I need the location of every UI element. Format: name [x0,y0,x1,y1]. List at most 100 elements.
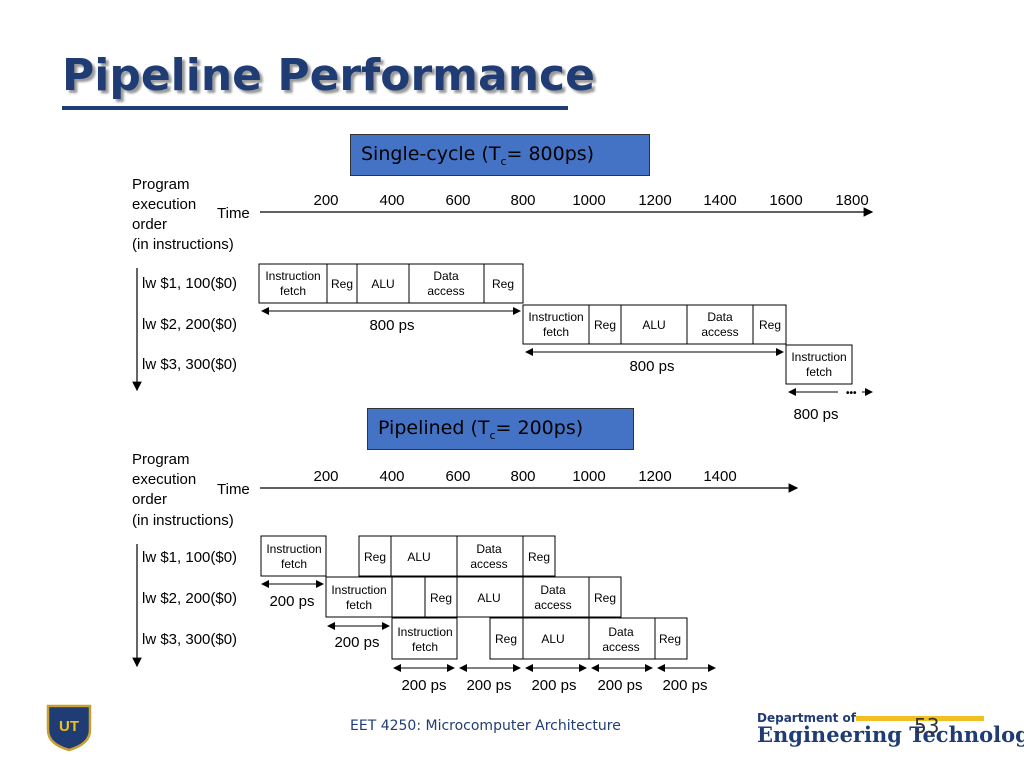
pipe-dur-4: 200 ps [466,677,511,694]
s1-if-line1: Instruction [265,269,320,283]
pipe-dur-2: 200 ps [334,634,379,651]
single-tick-800: 800 [510,192,535,209]
s1-alu: ALU [371,277,394,291]
pipelined-label-sub: c [489,428,496,442]
p3-alu: ALU [541,632,564,646]
single-dur-2: 800 ps [629,358,674,375]
p1-da-line2: access [470,557,507,571]
p2-da-line1: Data [540,583,566,597]
pipelined-label-end: = 200ps) [495,417,584,439]
single-tick-1600: 1600 [769,192,802,209]
single-row-2: Instruction fetch Reg ALU Data access Re… [522,304,787,345]
single-dur-1: 800 ps [369,317,414,334]
pipe-order-line-4: (in instructions) [132,512,234,529]
p3-reg1: Reg [495,632,517,646]
single-label-end: = 800ps) [506,143,595,165]
single-instr-3: lw $3, 300($0) [142,356,237,373]
pipe-tick-200: 200 [313,468,338,485]
p2-alu: ALU [477,591,500,605]
pipe-dur-6: 200 ps [597,677,642,694]
s3-if-line2: fetch [806,365,832,379]
s2-if-line2: fetch [543,325,569,339]
pipe-tick-400: 400 [379,468,404,485]
pipe-instr-1: lw $1, 100($0) [142,549,237,566]
s2-da-line2: access [701,325,738,339]
department-big: Engineering Technology [757,722,1024,747]
title-underline [62,106,568,110]
pipe-instr-3: lw $3, 300($0) [142,631,237,648]
p1-if-line1: Instruction [266,542,321,556]
pipe-row-2: Instruction fetch Reg ALU Data access Re… [325,576,622,618]
single-row-3: Instruction fetch [785,344,853,385]
pipe-dur-5: 200 ps [531,677,576,694]
single-order-line-4: (in instructions) [132,236,234,253]
p2-reg1: Reg [430,591,452,605]
s2-da-line1: Data [707,310,733,324]
p1-reg2: Reg [528,550,550,564]
p3-da-line2: access [602,640,639,654]
pipe-dur-7: 200 ps [662,677,707,694]
single-tick-400: 400 [379,192,404,209]
page-number: 53 [914,714,940,738]
s2-reg2: Reg [759,318,781,332]
pipe-dur-3: 200 ps [401,677,446,694]
single-tick-200: 200 [313,192,338,209]
s1-if-line2: fetch [280,284,306,298]
s3-if-line1: Instruction [791,350,846,364]
pipe-tick-600: 600 [445,468,470,485]
ut-logo-text: UT [59,718,79,735]
s1-da-line1: Data [433,269,459,283]
p1-alu: ALU [407,550,430,564]
single-label-main: Single-cycle (T [361,143,501,165]
pipelined-label-main: Pipelined (T [378,417,490,439]
pipe-tick-800: 800 [510,468,535,485]
s2-reg1: Reg [594,318,616,332]
slide-title: Pipeline Performance [62,50,595,101]
p1-if-line2: fetch [281,557,307,571]
p2-if-line2: fetch [346,598,372,612]
p3-if-line1: Instruction [397,625,452,639]
p2-da-line2: access [534,598,571,612]
pipe-tick-1400: 1400 [703,468,736,485]
s1-reg1: Reg [331,277,353,291]
pipelined-label: Pipelined (Tc= 200ps) [367,408,634,450]
s1-reg2: Reg [492,277,514,291]
p1-reg1: Reg [364,550,386,564]
s2-if-line1: Instruction [528,310,583,324]
single-row-1: Instruction fetch Reg ALU Data access Re… [258,263,524,304]
p1-da-line1: Data [476,542,502,556]
single-order-line-1: Program [132,176,190,193]
single-tick-1400: 1400 [703,192,736,209]
single-tick-1800: 1800 [835,192,868,209]
s2-alu: ALU [642,318,665,332]
pipe-time-label: Time [217,481,250,498]
single-instr-2: lw $2, 200($0) [142,316,237,333]
pipe-tick-1000: 1000 [572,468,605,485]
footer-course: EET 4250: Microcomputer Architecture [350,718,621,734]
pipe-row-3: Instruction fetch Reg ALU Data access Re… [391,617,688,660]
p3-da-line1: Data [608,625,634,639]
single-instr-1: lw $1, 100($0) [142,275,237,292]
pipe-row-1: Instruction fetch Reg ALU Data access Re… [260,535,556,577]
single-time-label: Time [217,205,250,222]
p3-if-line2: fetch [412,640,438,654]
p2-reg2: Reg [594,591,616,605]
pipe-instr-2: lw $2, 200($0) [142,590,237,607]
p2-if-line1: Instruction [331,583,386,597]
pipe-tick-1200: 1200 [638,468,671,485]
single-order-line-3: order [132,216,167,233]
single-order-line-2: execution [132,196,196,213]
pipe-dur-1: 200 ps [269,593,314,610]
p3-reg2: Reg [659,632,681,646]
single-dur-3: 800 ps [793,406,838,423]
ut-logo: UT [46,704,92,752]
pipe-order-line-1: Program [132,451,190,468]
single-tick-1000: 1000 [572,192,605,209]
single-tick-600: 600 [445,192,470,209]
single-label-sub: c [500,154,507,168]
pipe-order-line-3: order [132,491,167,508]
department-small: Department of [757,711,857,725]
s1-da-line2: access [427,284,464,298]
department-bar [856,716,984,721]
